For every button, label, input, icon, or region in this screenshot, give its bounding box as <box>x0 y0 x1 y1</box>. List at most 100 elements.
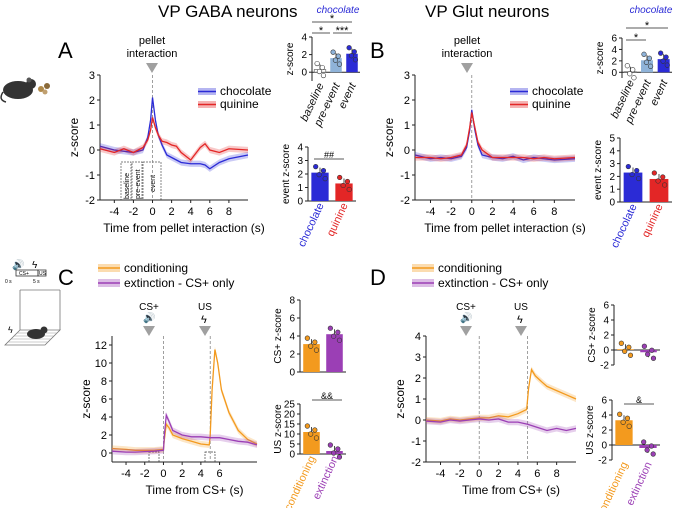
y-tick-label: 10 <box>284 430 296 441</box>
data-point <box>627 352 634 358</box>
data-point <box>626 423 632 429</box>
y-tick-label: 12 <box>95 340 107 352</box>
y-axis-label: CS+ z-score <box>273 308 284 364</box>
bar-pre-event <box>641 60 653 73</box>
y-axis-label: CS+ z-score <box>587 307 598 363</box>
data-point <box>663 54 669 60</box>
speaker-icon-d: 🔊 <box>460 311 472 324</box>
y-tick-label: -2 <box>85 195 95 207</box>
data-point <box>646 55 653 61</box>
data-point <box>625 163 631 170</box>
cs-arrow-c: CS+ 🔊 <box>139 302 159 336</box>
y-axis-label: US z-score <box>273 404 284 454</box>
data-point <box>336 454 343 460</box>
x-axis-label: Time from CS+ (s) <box>462 483 560 497</box>
data-point <box>331 450 337 456</box>
bar-extinction <box>326 334 343 372</box>
bar-extinction <box>640 350 657 353</box>
x-tick-label: -4 <box>436 468 446 480</box>
us-arrow-d: US ϟ <box>514 302 528 336</box>
window-baseline: baseline <box>124 173 131 199</box>
us-arrow-c: US ϟ <box>198 302 212 336</box>
y-axis-label: z-score <box>382 118 396 158</box>
y-tick-label: 3 <box>89 70 95 82</box>
x-tick-label: 6 <box>534 468 540 480</box>
speaker-icon: 🔊 <box>12 258 24 271</box>
data-point <box>641 439 647 445</box>
x-tick-label: -4 <box>109 206 119 218</box>
y-axis-label: z-score <box>79 379 93 419</box>
sig-a-event: ## <box>324 150 334 160</box>
data-point <box>631 75 637 81</box>
data-point <box>312 339 318 345</box>
data-point <box>340 182 346 189</box>
category-label: chocolate <box>296 201 327 249</box>
data-point <box>636 175 642 182</box>
y-tick-label: 0 <box>301 68 307 79</box>
y-tick-label: 2 <box>601 426 607 437</box>
y-tick-label: 10 <box>95 358 107 370</box>
y-tick-label: -2 <box>598 456 607 467</box>
y-tick-label: 2 <box>611 56 617 67</box>
x-tick-label: -2 <box>455 468 465 480</box>
panel-letter-c: C <box>58 265 74 290</box>
x-tick-label: -2 <box>140 468 150 480</box>
data-point <box>336 337 343 343</box>
data-point <box>313 347 320 353</box>
data-point <box>645 351 651 357</box>
y-tick-label: 5 <box>289 440 295 451</box>
y-tick-label: 0 <box>603 346 609 357</box>
data-point <box>655 178 661 184</box>
data-point <box>664 62 670 68</box>
data-point <box>660 174 666 180</box>
y-tick-label: 4 <box>601 411 607 422</box>
y-tick-label: 1 <box>415 394 421 406</box>
B_trace-plot: -2 -1 0 1 2 3 -4 -2 0 2 4 6 8 Time from pellet intera… <box>382 70 586 235</box>
y-tick-label: 4 <box>301 33 307 44</box>
lightning-icon: ϟ <box>32 260 38 271</box>
data-point <box>647 63 654 69</box>
legend-ab-a: chocolate quinine <box>198 84 272 111</box>
data-point <box>313 164 319 170</box>
schematic-t0: 0 s <box>5 279 12 285</box>
data-point <box>308 431 314 437</box>
lightning-icon-d: ϟ <box>517 314 523 326</box>
y-tick-label: 3 <box>404 70 410 82</box>
panel-letter-d: D <box>370 265 386 290</box>
x-axis-label: Time from pellet interaction (s) <box>103 221 265 235</box>
data-point <box>327 442 333 448</box>
data-point <box>327 325 333 331</box>
sig-a-top: * <box>330 13 335 25</box>
y-axis-label: event z-score <box>593 140 604 200</box>
category-label: quinine <box>640 202 666 239</box>
speaker-icon-c: 🔊 <box>143 311 155 324</box>
x-axis-label: Time from pellet interaction (s) <box>424 221 586 235</box>
x-tick-label: -2 <box>129 206 139 218</box>
panel-letter-a: A <box>58 38 73 63</box>
legend-chocolate-b: chocolate <box>532 84 584 98</box>
category-label: event <box>336 80 359 110</box>
shock-icon: ϟ <box>8 325 13 335</box>
C_trace-plot: 0 2 4 6 8 10 12 -4 -2 0 2 4 6 Time from CS+ (s) z-scor… <box>79 336 258 497</box>
series-line-0 <box>414 109 576 161</box>
cs-arrow-d: CS+ 🔊 <box>456 302 476 336</box>
data-point <box>650 451 656 457</box>
x-axis-label: Time from CS+ (s) <box>146 483 244 497</box>
y-tick-label: 0 <box>609 198 615 209</box>
cs-label-c: CS+ <box>139 302 159 313</box>
y-tick-label: 0 <box>415 415 421 427</box>
sig-a-mid: * <box>319 25 324 37</box>
y-tick-label: 6 <box>289 314 295 325</box>
data-point <box>308 343 314 349</box>
y-tick-label: 1 <box>609 185 615 196</box>
legend-extinction-d: extinction - CS+ only <box>438 276 548 290</box>
title-gaba: VP GABA neurons <box>158 2 298 21</box>
y-tick-label: 4 <box>101 412 107 424</box>
y-tick-label: 2 <box>404 95 410 107</box>
y-tick-label: 1 <box>297 183 303 194</box>
legend-quinine-b: quinine <box>532 97 571 111</box>
data-point <box>662 182 668 188</box>
